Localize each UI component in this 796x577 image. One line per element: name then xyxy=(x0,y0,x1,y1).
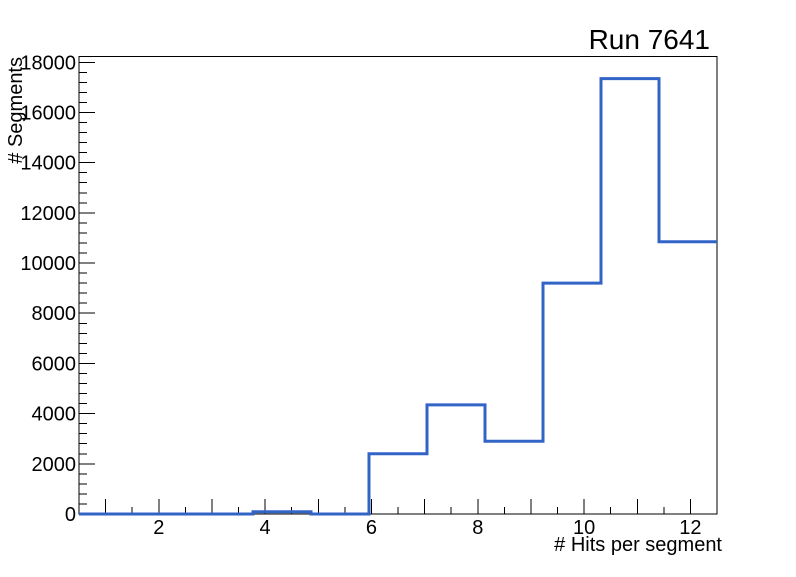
x-tick-label: 4 xyxy=(260,517,271,539)
chart-title: Run 7641 xyxy=(589,24,710,55)
y-tick-label: 8000 xyxy=(32,303,77,325)
y-tick-label: 6000 xyxy=(32,353,77,375)
y-tick-label: 14000 xyxy=(20,153,76,175)
y-tick-label: 16000 xyxy=(20,102,76,124)
x-axis-title: # Hits per segment xyxy=(554,534,722,556)
y-axis-title: # Segments xyxy=(5,57,27,164)
y-tick-label: 4000 xyxy=(32,404,77,426)
y-tick-label: 10000 xyxy=(20,253,76,275)
x-tick-label: 8 xyxy=(472,517,483,539)
x-tick-label: 6 xyxy=(366,517,377,539)
plot-area: 0 2000 4000 6000 8000 10000 12000 14000 16000 180… xyxy=(20,52,718,539)
plot-frame xyxy=(78,56,718,515)
x-tick-label: 2 xyxy=(153,517,164,539)
x-tick-label: 12 xyxy=(679,517,701,539)
y-tick-label: 18000 xyxy=(20,52,76,74)
histogram-line xyxy=(79,77,717,516)
x-tick-label: 10 xyxy=(573,517,595,539)
y-tick-label: 12000 xyxy=(20,203,76,225)
y-tick-label: 2000 xyxy=(32,454,77,476)
y-tick-label: 0 xyxy=(65,504,76,526)
